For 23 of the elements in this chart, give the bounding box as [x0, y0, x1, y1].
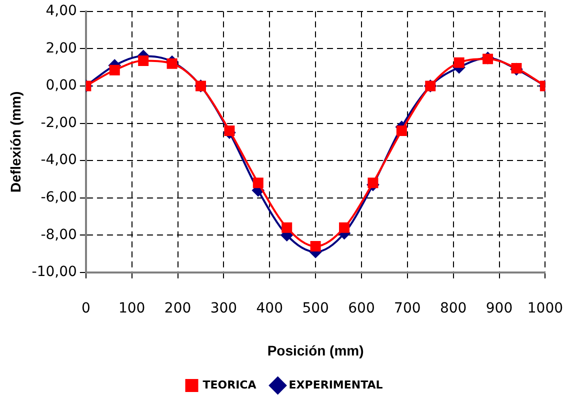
x-tick-label: 1000: [527, 300, 564, 316]
x-axis-title: Posición (mm): [267, 342, 364, 358]
y-tick-label: -4,00: [40, 152, 77, 168]
x-tick-label: 100: [118, 300, 146, 316]
x-tick-label: 300: [210, 300, 238, 316]
x-tick-label: 200: [164, 300, 192, 316]
x-tick-label: 700: [394, 300, 421, 316]
y-tick-label: -2,00: [40, 114, 77, 131]
y-tick-label: 2,00: [46, 40, 77, 56]
x-tick-label: 400: [256, 300, 283, 316]
y-tick-label: -10,00: [32, 264, 77, 280]
x-tick-label: 500: [302, 300, 329, 316]
y-tick-label: 0,00: [46, 78, 77, 94]
legend-label: EXPERIMENTAL: [288, 378, 383, 392]
legend-label: TEORICA: [202, 378, 257, 392]
x-tick-label: 600: [348, 300, 375, 316]
y-tick-label: 4,00: [46, 3, 77, 20]
y-axis-title: Deflexión (mm): [7, 91, 24, 192]
y-tick-label: -8,00: [40, 226, 77, 243]
y-tick-label: -6,00: [40, 189, 77, 206]
x-tick-label: 800: [440, 300, 467, 316]
x-tick-label: 0: [81, 300, 90, 316]
x-tick-label: 900: [486, 300, 513, 316]
